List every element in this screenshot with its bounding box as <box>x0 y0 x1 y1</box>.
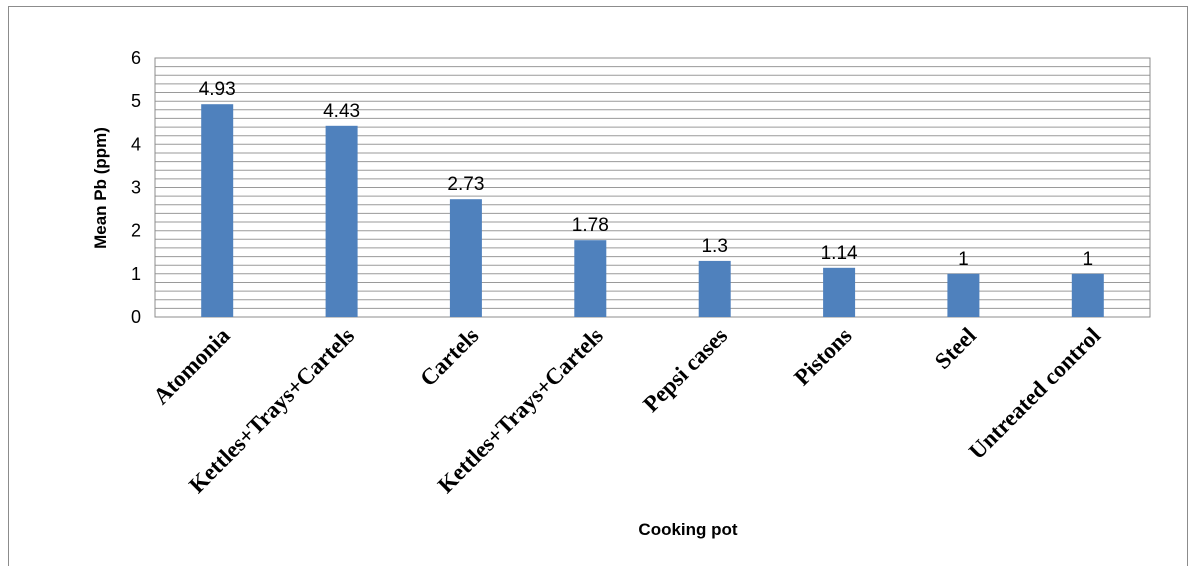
bar <box>947 273 980 317</box>
plot-border <box>154 57 1151 318</box>
category-label: Untreated control <box>964 323 1105 464</box>
chart-frame <box>8 6 1188 566</box>
data-label: 1 <box>958 249 969 270</box>
y-tick-labels: 0 1 2 3 4 5 6 <box>131 48 141 327</box>
y-tick-label: 3 <box>131 178 141 198</box>
bar <box>823 267 856 317</box>
data-label: 1.3 <box>701 236 727 257</box>
category-label: Pistons <box>789 323 856 390</box>
category-label: Cartels <box>415 323 483 391</box>
data-label: 1 <box>1083 249 1094 270</box>
y-tick-label: 1 <box>131 264 141 284</box>
x-axis-title: Cooking pot <box>638 520 737 539</box>
category-label: Atomonia <box>148 323 235 410</box>
data-label: 2.73 <box>447 174 484 195</box>
y-tick-label: 6 <box>131 48 141 68</box>
gridlines <box>154 57 1151 318</box>
y-tick-label: 5 <box>131 91 141 111</box>
y-axis-title: Mean Pb (ppm) <box>91 127 110 249</box>
data-label: 4.93 <box>199 79 236 100</box>
data-label: 4.43 <box>323 101 360 122</box>
data-label: 1.14 <box>821 243 858 264</box>
bar <box>698 260 731 317</box>
bar <box>1071 273 1104 317</box>
y-tick-label: 4 <box>131 134 141 154</box>
category-label: Steel <box>930 323 981 374</box>
data-labels: 4.93 4.43 2.73 1.78 1.3 1.14 1 1 <box>199 79 1093 270</box>
bar <box>449 199 482 317</box>
bar <box>574 240 607 317</box>
category-label: Pepsi cases <box>638 323 732 417</box>
bars <box>201 104 1104 317</box>
y-tick-label: 2 <box>131 221 141 241</box>
y-tick-label: 0 <box>131 307 141 327</box>
bar <box>325 125 358 317</box>
bar <box>201 104 234 317</box>
data-label: 1.78 <box>572 215 609 236</box>
